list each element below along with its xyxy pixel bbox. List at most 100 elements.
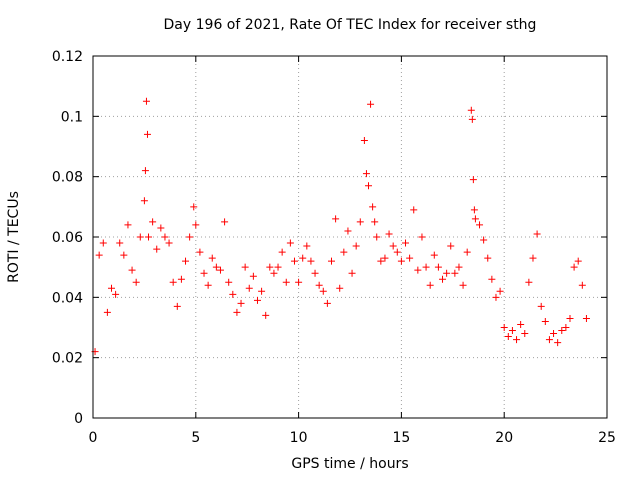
x-tick-label: 5 (191, 430, 200, 446)
data-point (468, 115, 476, 123)
data-point (426, 281, 434, 289)
data-point (406, 254, 414, 262)
x-tick-label: 10 (290, 430, 308, 446)
data-point (434, 263, 442, 271)
grid-layer (93, 56, 607, 418)
data-point (128, 266, 136, 274)
data-point (124, 221, 132, 229)
data-point (221, 218, 229, 226)
x-tick-label: 15 (392, 430, 410, 446)
data-point (397, 257, 405, 265)
data-point (566, 314, 574, 322)
data-point (471, 215, 479, 223)
data-point (574, 257, 582, 265)
data-point (488, 275, 496, 283)
data-point (455, 263, 463, 271)
data-point (153, 245, 161, 253)
data-point (484, 254, 492, 262)
data-point (216, 266, 224, 274)
data-point (177, 275, 185, 283)
data-point (196, 248, 204, 256)
data-point (266, 263, 274, 271)
data-point (340, 248, 348, 256)
data-point (142, 97, 150, 105)
data-point (558, 327, 566, 335)
data-point (578, 281, 586, 289)
data-point (286, 239, 294, 247)
data-point (99, 239, 107, 247)
data-point (447, 242, 455, 250)
data-point (476, 221, 484, 229)
data-point (443, 269, 451, 277)
data-point (165, 239, 173, 247)
data-point (562, 324, 570, 331)
data-point (385, 230, 393, 238)
data-point (140, 197, 148, 205)
data-point (570, 263, 578, 271)
data-point (365, 182, 373, 190)
data-point (439, 275, 447, 283)
data-point (393, 248, 401, 256)
data-point (157, 224, 165, 232)
data-point (108, 284, 116, 292)
points-layer (91, 97, 590, 356)
data-point (469, 176, 477, 184)
data-point (270, 269, 278, 277)
data-point (299, 254, 307, 262)
data-point (360, 136, 368, 144)
data-point (418, 233, 426, 241)
data-point (504, 333, 512, 341)
data-point (169, 278, 177, 286)
data-point (371, 218, 379, 226)
data-point (149, 218, 157, 226)
data-point (136, 233, 144, 241)
data-point (541, 317, 549, 325)
data-point (274, 263, 282, 271)
data-point (352, 242, 360, 250)
data-point (204, 281, 212, 289)
data-point (303, 242, 311, 250)
data-point (529, 254, 537, 262)
data-point (582, 314, 590, 322)
data-point (381, 254, 389, 262)
data-point (200, 269, 208, 277)
data-point (190, 203, 198, 211)
ticks-layer: 0 0.02 0.04 0.06 0.08 0.1 0.12 0 5 10 15 20 25 (52, 49, 616, 446)
data-point (116, 239, 124, 247)
y-tick-label: 0.04 (52, 290, 83, 306)
data-point (373, 233, 381, 241)
data-point (422, 263, 430, 271)
data-point (141, 167, 149, 175)
data-point (517, 320, 525, 328)
data-point (112, 290, 120, 298)
x-tick-label: 25 (598, 430, 616, 446)
data-point (290, 257, 298, 265)
data-point (262, 311, 270, 319)
data-point (377, 257, 385, 265)
data-point (208, 254, 216, 262)
chart-title: Day 196 of 2021, Rate Of TEC Index for r… (163, 17, 537, 33)
data-point (241, 263, 249, 271)
data-point (103, 308, 111, 316)
y-tick-label: 0 (74, 411, 83, 427)
data-point (348, 269, 356, 277)
data-point (369, 203, 377, 211)
data-point (537, 302, 545, 310)
data-point (356, 218, 364, 226)
data-point (120, 251, 128, 259)
data-point (212, 263, 220, 271)
data-point (430, 251, 438, 259)
data-point (402, 239, 410, 247)
data-point (186, 233, 194, 241)
data-point (389, 242, 397, 250)
data-point (229, 290, 237, 298)
data-point (233, 308, 241, 316)
data-point (525, 278, 533, 286)
data-point (467, 106, 475, 114)
data-point (496, 287, 504, 295)
y-tick-label: 0.08 (52, 170, 83, 186)
data-point (95, 251, 103, 259)
x-axis-label: GPS time / hours (291, 456, 409, 472)
data-point (554, 339, 562, 347)
